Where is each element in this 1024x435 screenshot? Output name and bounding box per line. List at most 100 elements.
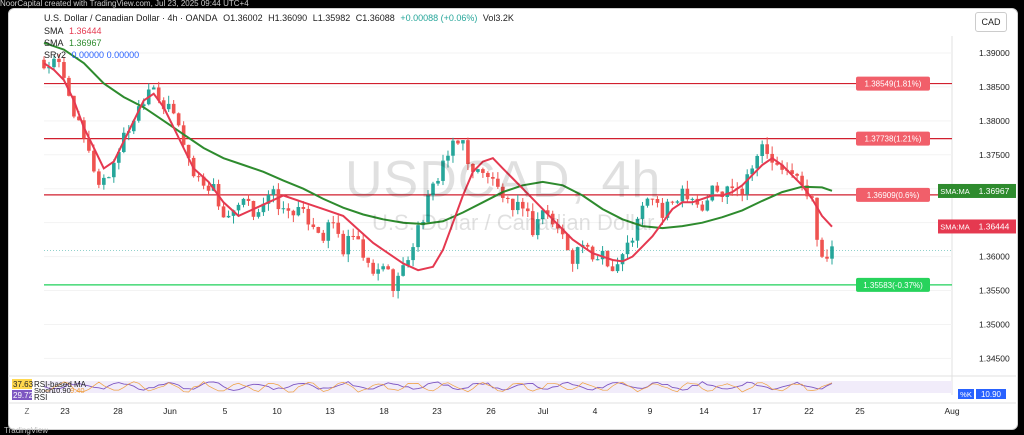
candle-body bbox=[316, 227, 321, 233]
level-tag[interactable] bbox=[856, 277, 930, 292]
candle-body bbox=[97, 171, 101, 185]
oscillator-band bbox=[44, 381, 952, 393]
candle-body bbox=[481, 169, 485, 173]
level-tag[interactable] bbox=[856, 187, 930, 202]
candle-body bbox=[630, 240, 635, 243]
rsi-label: RSI bbox=[34, 393, 47, 402]
k-tag-label: %K bbox=[960, 390, 972, 399]
stoch-line[interactable] bbox=[43, 381, 833, 393]
candle-body bbox=[685, 188, 690, 200]
legend-sma-fast[interactable]: SMA 1.36444 bbox=[44, 26, 105, 36]
level-tag[interactable] bbox=[856, 76, 930, 91]
candle-body bbox=[600, 250, 605, 260]
ma-tag-value: 1.36444 bbox=[979, 221, 1010, 231]
candle-body bbox=[710, 185, 715, 201]
ma-tag-name-box[interactable] bbox=[938, 219, 972, 234]
candle-body bbox=[107, 177, 111, 179]
candle-body bbox=[790, 170, 794, 174]
ma-tag-value-box[interactable] bbox=[972, 183, 1016, 198]
legend-sma-slow[interactable]: SMA 1.36967 bbox=[44, 38, 105, 48]
legend-symbol[interactable]: U.S. Dollar / Canadian Dollar · 4h · OAN… bbox=[44, 13, 218, 23]
candle-body bbox=[346, 235, 351, 255]
candle-body bbox=[825, 256, 829, 259]
x-tick-label: 4 bbox=[593, 406, 598, 416]
legend-high: H1.36090 bbox=[268, 13, 308, 23]
legend-volume: Vol3.2K bbox=[482, 13, 514, 23]
candle-body bbox=[625, 242, 630, 255]
sma-fast-line[interactable] bbox=[43, 62, 833, 272]
candle-body bbox=[206, 185, 211, 191]
candle-body bbox=[57, 58, 61, 63]
candle-body bbox=[615, 264, 620, 272]
candle-body bbox=[650, 198, 655, 200]
candle-body bbox=[77, 116, 81, 121]
candle-body bbox=[161, 100, 166, 110]
candle-body bbox=[610, 266, 615, 272]
level-tag-label: 1.38549(1.81%) bbox=[865, 80, 922, 89]
x-tick-label: 23 bbox=[432, 406, 442, 416]
candle-body bbox=[276, 189, 281, 210]
candle-body bbox=[466, 140, 470, 164]
candle-body bbox=[306, 208, 311, 225]
candle-body bbox=[461, 140, 465, 144]
stoch-d-value: 9.40 bbox=[70, 386, 85, 395]
credit-text: NoorCapital created with TradingView.com… bbox=[0, 0, 249, 8]
candle-body bbox=[530, 211, 535, 236]
candle-body bbox=[87, 138, 91, 151]
candle-body bbox=[585, 244, 590, 247]
candle-body bbox=[810, 196, 814, 198]
ma-tag-value-box[interactable] bbox=[972, 219, 1016, 234]
candle-body bbox=[226, 215, 231, 218]
chart-panel[interactable] bbox=[8, 8, 1018, 430]
x-tick-label: 9 bbox=[648, 406, 653, 416]
x-tick-label: Jun bbox=[163, 406, 177, 416]
candle-body bbox=[326, 222, 331, 241]
candle-body bbox=[176, 113, 181, 126]
sma-slow-line[interactable] bbox=[43, 41, 833, 230]
candle-body bbox=[371, 262, 375, 274]
stoch-label: Stoch bbox=[34, 386, 53, 395]
ma-tag-name-box[interactable] bbox=[938, 183, 972, 198]
candle-body bbox=[750, 168, 755, 175]
legend-srv-values: 0.00000 0.00000 bbox=[71, 50, 140, 60]
timezone-button[interactable]: Z bbox=[25, 407, 30, 416]
candle-body bbox=[261, 203, 266, 213]
candle-body bbox=[396, 275, 400, 292]
candle-body bbox=[271, 189, 276, 195]
tradingview-logo: TradingView bbox=[4, 426, 49, 435]
candle-body bbox=[361, 239, 365, 258]
candle-body bbox=[441, 160, 445, 181]
candle-body bbox=[416, 225, 420, 248]
candle-body bbox=[67, 77, 71, 96]
candle-body bbox=[491, 177, 495, 179]
k-tag-value: 10.90 bbox=[981, 390, 1002, 399]
candle-body bbox=[136, 106, 141, 121]
candle-body bbox=[156, 87, 161, 101]
candle-body bbox=[391, 269, 395, 292]
y-tick-label: 1.38500 bbox=[979, 82, 1010, 92]
legend-sma-fast-label: SMA bbox=[44, 26, 64, 36]
level-tag[interactable] bbox=[856, 131, 930, 146]
candle-body bbox=[715, 185, 720, 192]
legend-srv[interactable]: SRv2 0.00000 0.00000 bbox=[44, 50, 142, 60]
k-value-box bbox=[976, 389, 1006, 399]
candle-body bbox=[700, 204, 705, 211]
candle-body bbox=[680, 188, 685, 202]
legend-sma-slow-label: SMA bbox=[44, 38, 64, 48]
candle-body bbox=[336, 222, 341, 234]
x-tick-label: Aug bbox=[944, 406, 959, 416]
rsi-line[interactable] bbox=[43, 381, 833, 391]
legend-change: +0.00088 (+0.06%) bbox=[400, 13, 478, 23]
x-tick-label: 13 bbox=[325, 406, 335, 416]
currency-button[interactable]: CAD bbox=[975, 12, 1007, 32]
candle-body bbox=[645, 198, 650, 206]
stoch-k-value: 10.90 bbox=[52, 386, 71, 395]
candle-body bbox=[151, 87, 156, 90]
candle-body bbox=[545, 210, 550, 214]
ma-tag-name: SMA:MA bbox=[940, 187, 970, 196]
candle-body bbox=[575, 247, 580, 264]
candle-body bbox=[800, 175, 804, 186]
y-tick-label: 1.35000 bbox=[979, 319, 1010, 329]
k-tag-box bbox=[958, 389, 974, 399]
